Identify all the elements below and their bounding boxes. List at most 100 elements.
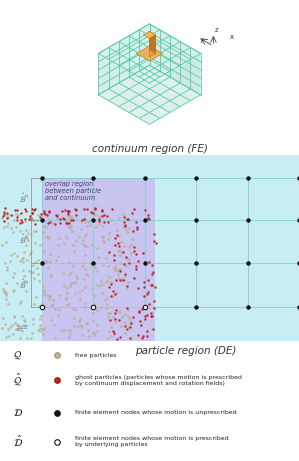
Point (71, 279, 75, 287)
Point (125, 282, 130, 290)
Point (85, 242, 89, 249)
Point (109, 333, 114, 340)
Point (29, 209, 34, 217)
Text: ghost particles (particles whose motion is prescribed
by continuum displacement : ghost particles (particles whose motion … (75, 375, 242, 386)
Point (82, 303, 87, 311)
Point (91, 301, 96, 308)
Point (14, 207, 19, 214)
Point (143, 316, 148, 323)
Point (69, 216, 74, 223)
Point (93, 205, 97, 212)
Point (65, 207, 70, 215)
Point (51, 322, 56, 329)
Point (88, 261, 93, 269)
Point (132, 205, 137, 212)
Point (106, 310, 110, 317)
Point (150, 313, 155, 320)
Point (120, 313, 124, 320)
Point (116, 246, 121, 254)
Point (28, 213, 33, 220)
Point (119, 275, 124, 283)
Point (91, 328, 96, 336)
Point (18, 219, 22, 227)
Point (86, 332, 91, 340)
Point (30, 209, 35, 217)
Point (1, 314, 6, 322)
Point (80, 217, 85, 224)
Point (69, 279, 74, 287)
Point (31, 320, 36, 327)
Point (92, 301, 97, 308)
Point (1, 210, 6, 217)
Point (11, 269, 16, 277)
Point (113, 234, 118, 242)
Point (126, 312, 131, 319)
Point (19, 217, 24, 224)
Point (134, 224, 139, 231)
Point (147, 301, 152, 308)
Point (127, 255, 132, 262)
Point (65, 219, 69, 226)
Point (126, 215, 130, 222)
Point (80, 331, 85, 338)
Text: $\mathcal{Q}$: $\mathcal{Q}$ (13, 349, 22, 361)
Point (105, 295, 109, 302)
Text: $\mathcal{D}$: $\mathcal{D}$ (13, 408, 23, 419)
Point (50, 296, 55, 303)
Point (30, 269, 35, 276)
Point (18, 299, 22, 307)
Point (68, 282, 72, 290)
Point (71, 314, 76, 322)
Point (37, 213, 42, 221)
Point (135, 226, 139, 233)
Point (94, 282, 99, 289)
Point (55, 211, 60, 219)
Point (134, 266, 138, 273)
Point (66, 222, 71, 229)
Point (20, 258, 25, 265)
Point (123, 262, 128, 270)
Point (91, 290, 95, 297)
Point (54, 212, 59, 219)
Point (60, 207, 65, 214)
Point (83, 300, 87, 307)
Point (45, 291, 50, 298)
Point (28, 215, 33, 222)
Point (78, 296, 83, 303)
Point (126, 279, 130, 286)
Point (113, 241, 118, 248)
Point (61, 214, 66, 222)
Point (29, 334, 33, 342)
Point (23, 207, 28, 215)
Point (83, 232, 88, 240)
Point (86, 326, 91, 333)
Point (141, 249, 146, 257)
Point (102, 296, 107, 303)
Point (64, 295, 69, 302)
Point (28, 248, 33, 256)
Point (81, 240, 86, 248)
Point (120, 277, 125, 284)
Point (150, 282, 154, 289)
Point (7, 333, 12, 340)
Point (151, 325, 155, 332)
Point (30, 206, 34, 213)
Point (2, 289, 7, 296)
Point (95, 245, 100, 252)
Point (34, 227, 39, 235)
Point (0, 325, 4, 332)
Point (0, 214, 5, 221)
Point (83, 242, 88, 249)
Point (67, 208, 71, 215)
Point (64, 284, 69, 291)
Point (73, 290, 78, 297)
Point (0, 241, 4, 248)
Point (42, 207, 46, 215)
Text: $\hat{\mathcal{B}}^h$: $\hat{\mathcal{B}}^h$ (19, 191, 30, 205)
Point (93, 212, 98, 219)
Point (147, 215, 152, 222)
Point (47, 250, 52, 257)
Point (29, 230, 34, 237)
Point (61, 283, 66, 290)
Point (121, 277, 126, 284)
